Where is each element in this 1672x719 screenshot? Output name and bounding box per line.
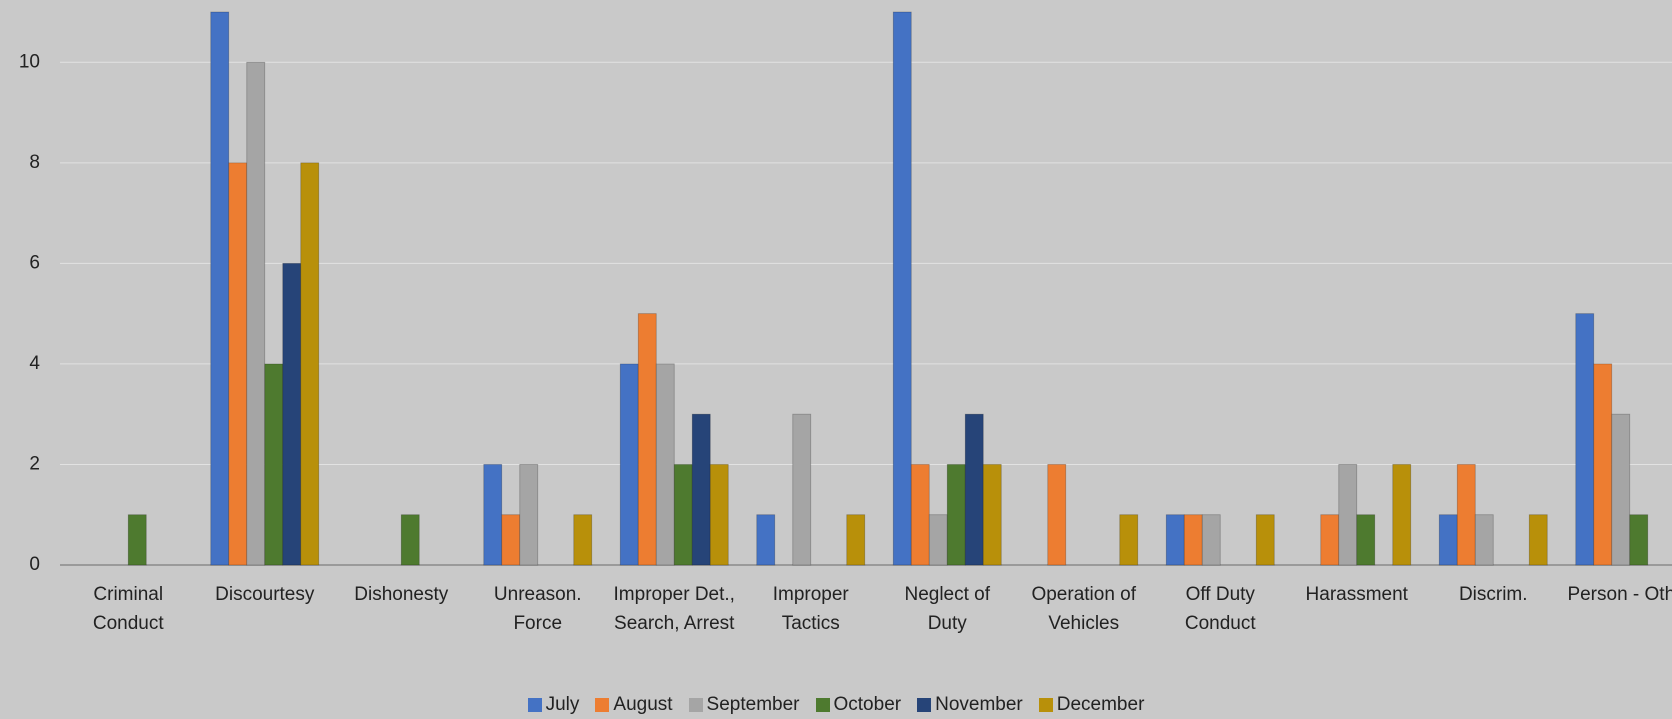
x-tick-label: Harassment	[1305, 584, 1408, 605]
legend-item: July	[527, 694, 580, 716]
bar	[1575, 313, 1595, 566]
bar	[1392, 464, 1412, 566]
legend-swatch	[688, 698, 703, 712]
bar	[637, 313, 657, 566]
bar	[501, 514, 521, 566]
legend-swatch	[527, 698, 542, 712]
bar	[519, 464, 539, 566]
legend-swatch	[815, 698, 830, 712]
legend-label: December	[1056, 694, 1145, 715]
legend-label: September	[706, 694, 800, 715]
legend-item: December	[1038, 694, 1145, 716]
bar	[1528, 514, 1548, 566]
bar	[127, 514, 147, 566]
legend-label: October	[833, 694, 902, 715]
bar	[1356, 514, 1376, 566]
bar	[709, 464, 729, 566]
legend-item: September	[688, 694, 800, 716]
bar	[483, 464, 503, 566]
bar	[691, 413, 711, 566]
bar	[1047, 464, 1067, 566]
legend: July August September October November Decemb…	[0, 694, 1672, 716]
bar	[282, 262, 302, 566]
bar	[210, 11, 230, 566]
legend-swatch	[595, 698, 610, 712]
x-tick-label: Discrim.	[1458, 584, 1528, 605]
bar	[1474, 514, 1494, 566]
bar	[1338, 464, 1358, 566]
bar	[1438, 514, 1458, 566]
legend-swatch	[917, 698, 932, 712]
x-tick-label: Improper Det., Search, Arrest	[613, 584, 735, 634]
bar	[1183, 514, 1203, 566]
legend-label: July	[545, 694, 580, 715]
bar	[928, 514, 948, 566]
x-tick-label: Person - Other	[1567, 584, 1672, 605]
bar	[910, 464, 930, 566]
bar	[300, 162, 320, 566]
bar	[1255, 514, 1275, 566]
bar	[619, 363, 639, 566]
bar	[846, 514, 866, 566]
bar	[792, 413, 812, 566]
legend-label: August	[613, 694, 673, 715]
x-tick-label: Unreason. Force	[493, 584, 582, 634]
bar	[246, 61, 266, 566]
x-tick-label: Improper Tactics	[772, 584, 849, 634]
y-tick-label: 4	[29, 353, 40, 374]
bar	[1611, 413, 1631, 566]
bar	[1629, 514, 1649, 566]
bar	[655, 363, 675, 566]
y-tick-label: 0	[29, 554, 40, 575]
bar	[756, 514, 776, 566]
y-tick-label: 10	[19, 51, 40, 72]
y-tick-label: 6	[29, 252, 40, 273]
x-tick-label: Neglect of Duty	[904, 584, 991, 634]
bar	[264, 363, 284, 566]
bar	[892, 11, 912, 566]
bar	[1320, 514, 1340, 566]
legend-item: August	[595, 694, 673, 716]
legend-label: November	[935, 694, 1023, 715]
y-tick-label: 8	[29, 152, 40, 173]
bar	[673, 464, 693, 566]
bar	[964, 413, 984, 566]
bar	[982, 464, 1002, 566]
bar	[1119, 514, 1139, 566]
bar	[573, 514, 593, 566]
bar	[400, 514, 420, 566]
bar	[946, 464, 966, 566]
bar	[1593, 363, 1613, 566]
legend-item: October	[815, 694, 902, 716]
y-tick-label: 2	[29, 453, 40, 474]
x-tick-label: Discourtesy	[215, 584, 315, 605]
x-tick-label: Dishonesty	[354, 584, 449, 605]
x-tick-label: Criminal Conduct	[92, 584, 164, 634]
bar	[228, 162, 248, 566]
bar	[1456, 464, 1476, 566]
bar	[1165, 514, 1185, 566]
legend-item: November	[917, 694, 1023, 716]
bar	[1201, 514, 1221, 566]
legend-swatch	[1038, 698, 1053, 712]
x-tick-label: Operation of Vehicles	[1031, 584, 1137, 634]
x-tick-label: Off Duty Conduct	[1184, 584, 1256, 634]
